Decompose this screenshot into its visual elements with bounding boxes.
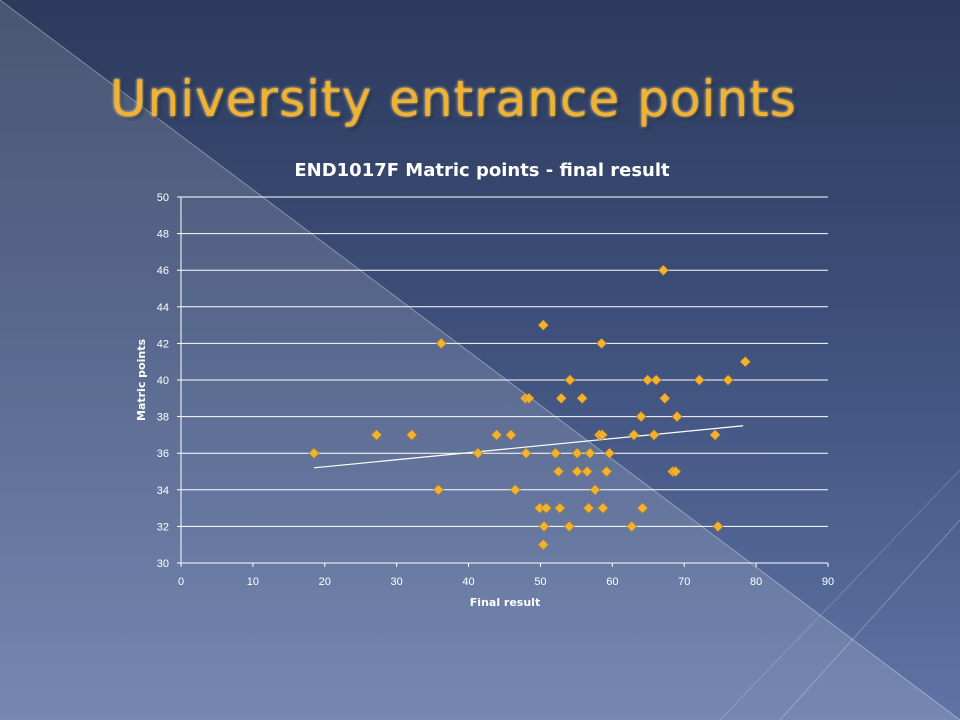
data-point: [523, 392, 535, 404]
y-axis-title: Matric points: [135, 339, 148, 421]
data-point: [596, 337, 607, 349]
data-point: [554, 502, 566, 514]
data-point: [596, 429, 608, 441]
data-point: [657, 264, 669, 276]
data-point: [659, 392, 671, 404]
data-point: [648, 429, 660, 441]
data-point: [597, 502, 609, 514]
y-tick-label: 36: [157, 448, 169, 460]
y-tick-label: 40: [157, 375, 169, 387]
data-point: [540, 502, 552, 514]
data-point: [564, 374, 576, 386]
y-tick-label: 34: [157, 485, 169, 497]
y-tick-labels: 30 32 34 36 38 40 42 44 46 48 50: [157, 192, 169, 570]
x-tick-label: 20: [319, 576, 331, 588]
trendline-group: [313, 425, 744, 469]
data-point: [739, 356, 751, 368]
data-point: [432, 484, 444, 496]
data-point: [563, 520, 575, 532]
data-point: [550, 447, 561, 459]
data-point: [555, 392, 567, 404]
data-point: [491, 429, 503, 441]
trendline: [313, 425, 744, 469]
data-point: [589, 484, 601, 496]
gridlines: [181, 196, 828, 527]
data-point: [670, 466, 682, 477]
x-tick-label: 40: [462, 576, 474, 588]
data-point: [537, 319, 549, 331]
y-tick-label: 42: [157, 338, 169, 350]
x-tick-label: 10: [247, 576, 259, 588]
data-point: [722, 374, 734, 386]
data-points: [308, 264, 751, 551]
x-tick-label: 60: [606, 576, 618, 588]
data-point: [628, 429, 640, 441]
x-tick-labels: 0 10 20 30 40 50 60 70 80 90: [178, 576, 834, 588]
data-point: [642, 374, 653, 386]
data-point: [371, 429, 382, 441]
data-point: [520, 447, 532, 459]
y-tick-label: 30: [157, 558, 169, 570]
data-point: [583, 502, 595, 514]
chart-title: END1017F Matric points - final result: [294, 160, 670, 181]
x-tick-label: 0: [178, 576, 184, 588]
y-tick-label: 46: [157, 265, 169, 277]
data-point: [552, 466, 564, 477]
data-point: [509, 484, 521, 496]
data-point: [637, 502, 648, 514]
data-point: [581, 466, 593, 477]
data-point: [712, 520, 724, 532]
x-axis-title: Final result: [470, 596, 540, 609]
data-point: [505, 429, 517, 441]
axes: [177, 196, 829, 567]
y-tick-label: 48: [157, 229, 169, 241]
data-point: [308, 447, 320, 459]
y-tick-label: 50: [157, 192, 169, 204]
data-point: [571, 466, 583, 477]
data-point: [406, 429, 418, 441]
data-point: [635, 411, 647, 423]
data-point: [650, 374, 662, 386]
data-point: [709, 429, 721, 441]
x-tick-label: 80: [750, 576, 762, 588]
slide-title: University entrance points: [110, 70, 797, 128]
data-point: [601, 466, 613, 477]
data-point: [571, 447, 583, 459]
data-point: [576, 392, 588, 404]
y-tick-label: 38: [157, 412, 169, 424]
data-point: [626, 520, 638, 532]
data-point: [435, 337, 447, 349]
x-tick-label: 70: [678, 576, 690, 588]
data-point: [538, 520, 550, 532]
x-tick-label: 90: [822, 576, 834, 588]
data-point: [472, 447, 484, 459]
y-tick-label: 32: [157, 521, 169, 533]
data-point: [537, 539, 549, 551]
x-tick-label: 50: [534, 576, 546, 588]
y-tick-label: 44: [157, 302, 169, 314]
x-tick-label: 30: [391, 576, 403, 588]
data-point: [584, 447, 596, 459]
data-point: [671, 411, 683, 423]
data-point: [693, 374, 705, 386]
data-point: [604, 447, 615, 459]
